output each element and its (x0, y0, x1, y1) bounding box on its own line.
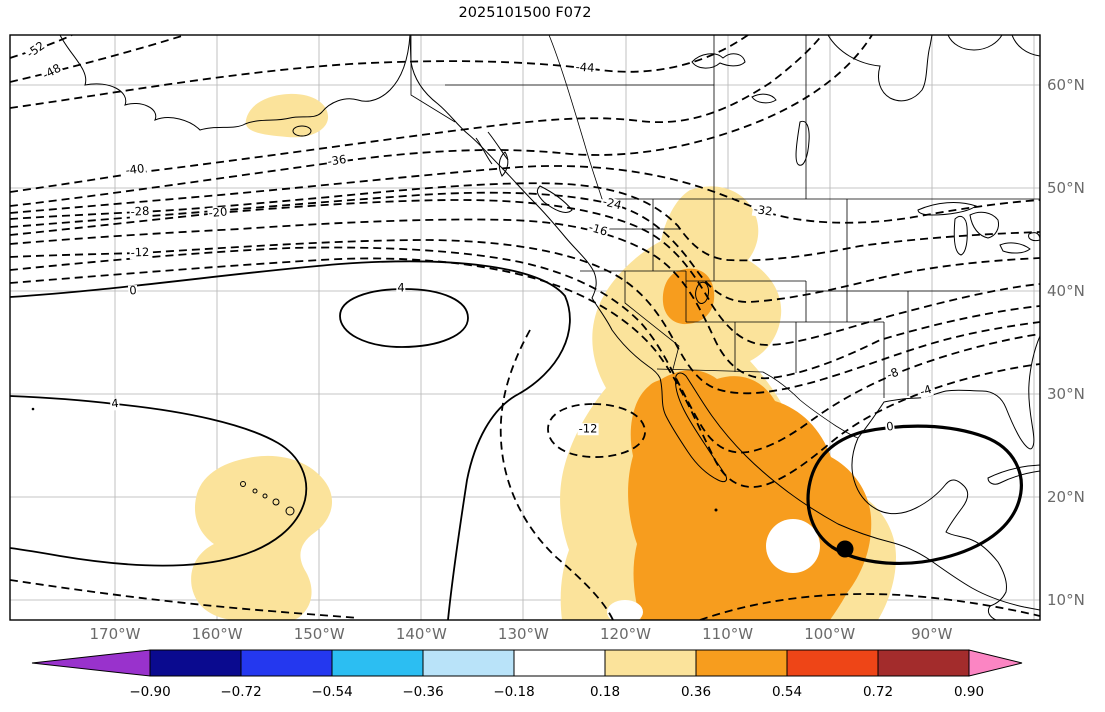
colorbar-tick-label: 0.18 (589, 684, 621, 700)
unshaded-eye (766, 519, 820, 573)
colorbar-segment (786, 649, 879, 677)
lon-tick-label: 170°W (89, 625, 141, 643)
lon-tick-label: 130°W (497, 625, 549, 643)
contour-label: -12 (129, 244, 151, 260)
colorbar-tick-label: −0.36 (402, 684, 444, 700)
colorbar-extend-low (31, 649, 151, 677)
great-slave-lake (691, 53, 746, 69)
contour-label: 0 (127, 283, 139, 298)
contour-label: -28 (129, 203, 151, 219)
colorbar-tick-label: −0.72 (220, 684, 262, 700)
colorbar-extend-high (968, 649, 1023, 677)
lake-michigan (953, 215, 968, 256)
plot-title: 2025101500 F072 (458, 5, 592, 21)
lon-tick-label: 150°W (293, 625, 345, 643)
colorbar-tick-label: −0.90 (129, 684, 171, 700)
colorbar-tick-label: −0.18 (493, 684, 535, 700)
shaded-core-mexico (628, 370, 872, 620)
colorbar-segment (149, 649, 242, 677)
lat-tick-label: 60°N (1047, 76, 1085, 94)
plot-border (9, 34, 1041, 621)
lake-huron (969, 211, 999, 239)
map-speck-baja (714, 508, 718, 512)
lake-superior (917, 202, 978, 216)
lon-tick-label: 100°W (804, 625, 856, 643)
colorbar-segment (877, 649, 970, 677)
shaded-region-hawaii (191, 455, 333, 620)
lat-tick-label: 50°N (1047, 179, 1085, 197)
colorbar-segment (331, 649, 424, 677)
longitude-axis-labels: 170°W 160°W 150°W 140°W 130°W 120°W 110°W 100°W… (0, 625, 1105, 645)
black-dot-marker (836, 540, 854, 558)
lake-winnipeg (795, 120, 810, 166)
lon-tick-label: 120°W (600, 625, 651, 643)
contour-label: -36 (325, 152, 349, 169)
great-salt-lake (695, 281, 709, 304)
lat-tick-label: 20°N (1047, 488, 1085, 506)
lon-tick-label: 90°W (911, 625, 953, 643)
lat-tick-label: 30°N (1047, 385, 1085, 403)
map-speck-left (31, 407, 35, 411)
colorbar-tick-label: 0.36 (680, 684, 712, 700)
colorbar-tick-label: 0.54 (771, 684, 803, 700)
lat-tick-label: 40°N (1047, 282, 1085, 300)
contour-label: -44 (574, 59, 596, 75)
colorbar-segment (695, 649, 788, 677)
contour-label: -20 (207, 204, 229, 221)
contour-label: -40 (123, 161, 147, 178)
colorbar-segment (604, 649, 697, 677)
coastline (59, 35, 1040, 620)
contour-label: -32 (751, 201, 775, 219)
colorbar-segment (422, 649, 515, 677)
lake-erie (999, 242, 1031, 254)
contour-label: 0 (884, 418, 896, 434)
contour-cutoff-low (547, 403, 646, 458)
lat-tick-label: 10°N (1047, 591, 1085, 609)
shaded-region-alaska (245, 93, 329, 138)
lon-tick-label: 110°W (702, 625, 754, 643)
colorbar (31, 649, 1023, 677)
lake-ontario (1028, 232, 1040, 242)
contour-zero-thick-gulf (806, 424, 1023, 566)
colorbar-tick-label: 0.90 (953, 684, 985, 700)
colorbar-tick-label: −0.54 (311, 684, 353, 700)
lake-athabasca (751, 93, 777, 104)
colorbar-tick-label: 0.72 (862, 684, 894, 700)
contour-label: 4 (109, 395, 121, 411)
colorbar-segment (240, 649, 333, 677)
colorbar-segment (513, 649, 606, 677)
contour-label: -12 (577, 421, 599, 436)
lon-tick-label: 140°W (395, 625, 447, 643)
unshaded-notch (607, 600, 643, 620)
political-borders (410, 35, 1040, 439)
contour-label: 4 (396, 280, 406, 295)
lon-tick-label: 160°W (191, 625, 243, 643)
